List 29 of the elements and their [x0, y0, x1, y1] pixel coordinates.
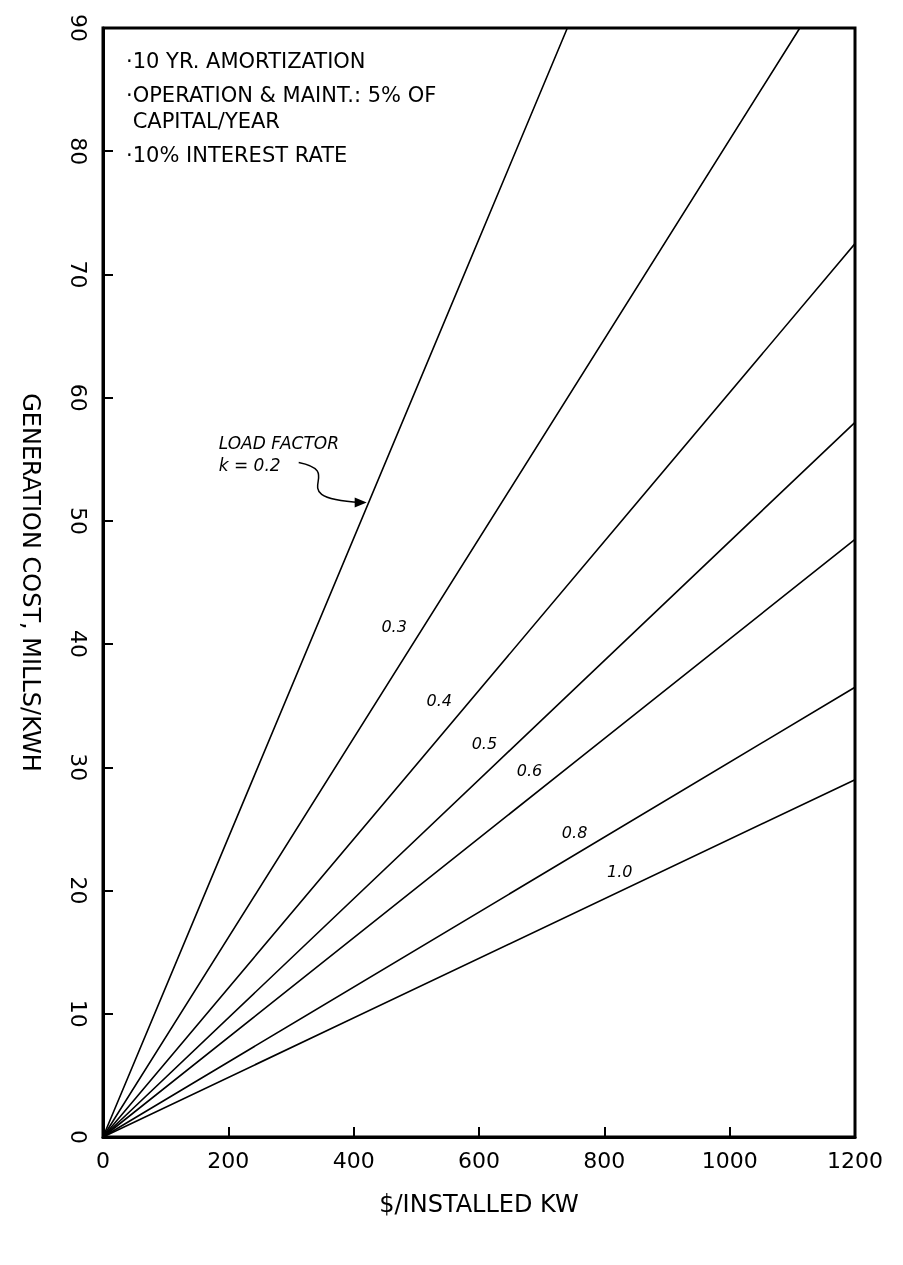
x-axis-title: $/INSTALLED KW — [379, 1190, 579, 1218]
y-tick-label: 20 — [65, 876, 91, 905]
x-tick-label: 1200 — [827, 1147, 883, 1173]
y-tick-label: 70 — [65, 260, 91, 289]
y-tick-label: 40 — [65, 630, 91, 659]
y-tick-label: 60 — [65, 383, 91, 412]
x-tick-label: 1000 — [701, 1147, 758, 1173]
y-tick-label: 30 — [65, 753, 91, 782]
x-tick-label: 200 — [207, 1147, 250, 1173]
y-tick-label: 90 — [65, 14, 91, 42]
series-label: 0.4 — [426, 690, 452, 710]
y-tick-label: 10 — [65, 999, 91, 1028]
series-label: 0.6 — [516, 760, 543, 780]
annotation: ·10% INTEREST RATE — [126, 143, 348, 167]
series-label: 0.8 — [561, 822, 588, 842]
annotation: ·10 YR. AMORTIZATION — [126, 49, 366, 73]
series-label: 1.0 — [606, 862, 633, 882]
x-tick-label: 0 — [96, 1147, 110, 1173]
x-tick-label: 800 — [583, 1147, 626, 1173]
y-tick-label: 0 — [65, 1130, 91, 1144]
series-label: 0.3 — [381, 616, 407, 636]
y-axis-title: GENERATION COST, MILLS/KWH — [17, 393, 45, 772]
y-tick-label: 50 — [65, 506, 91, 535]
series-label: 0.5 — [471, 733, 498, 753]
x-tick-label: 400 — [332, 1147, 375, 1173]
y-tick-label: 80 — [65, 137, 91, 166]
annotation: ·OPERATION & MAINT.: 5% OF CAPITAL/YEAR — [126, 83, 437, 133]
x-tick-label: 600 — [458, 1147, 500, 1173]
annotation: LOAD FACTOR k = 0.2 — [218, 433, 340, 476]
